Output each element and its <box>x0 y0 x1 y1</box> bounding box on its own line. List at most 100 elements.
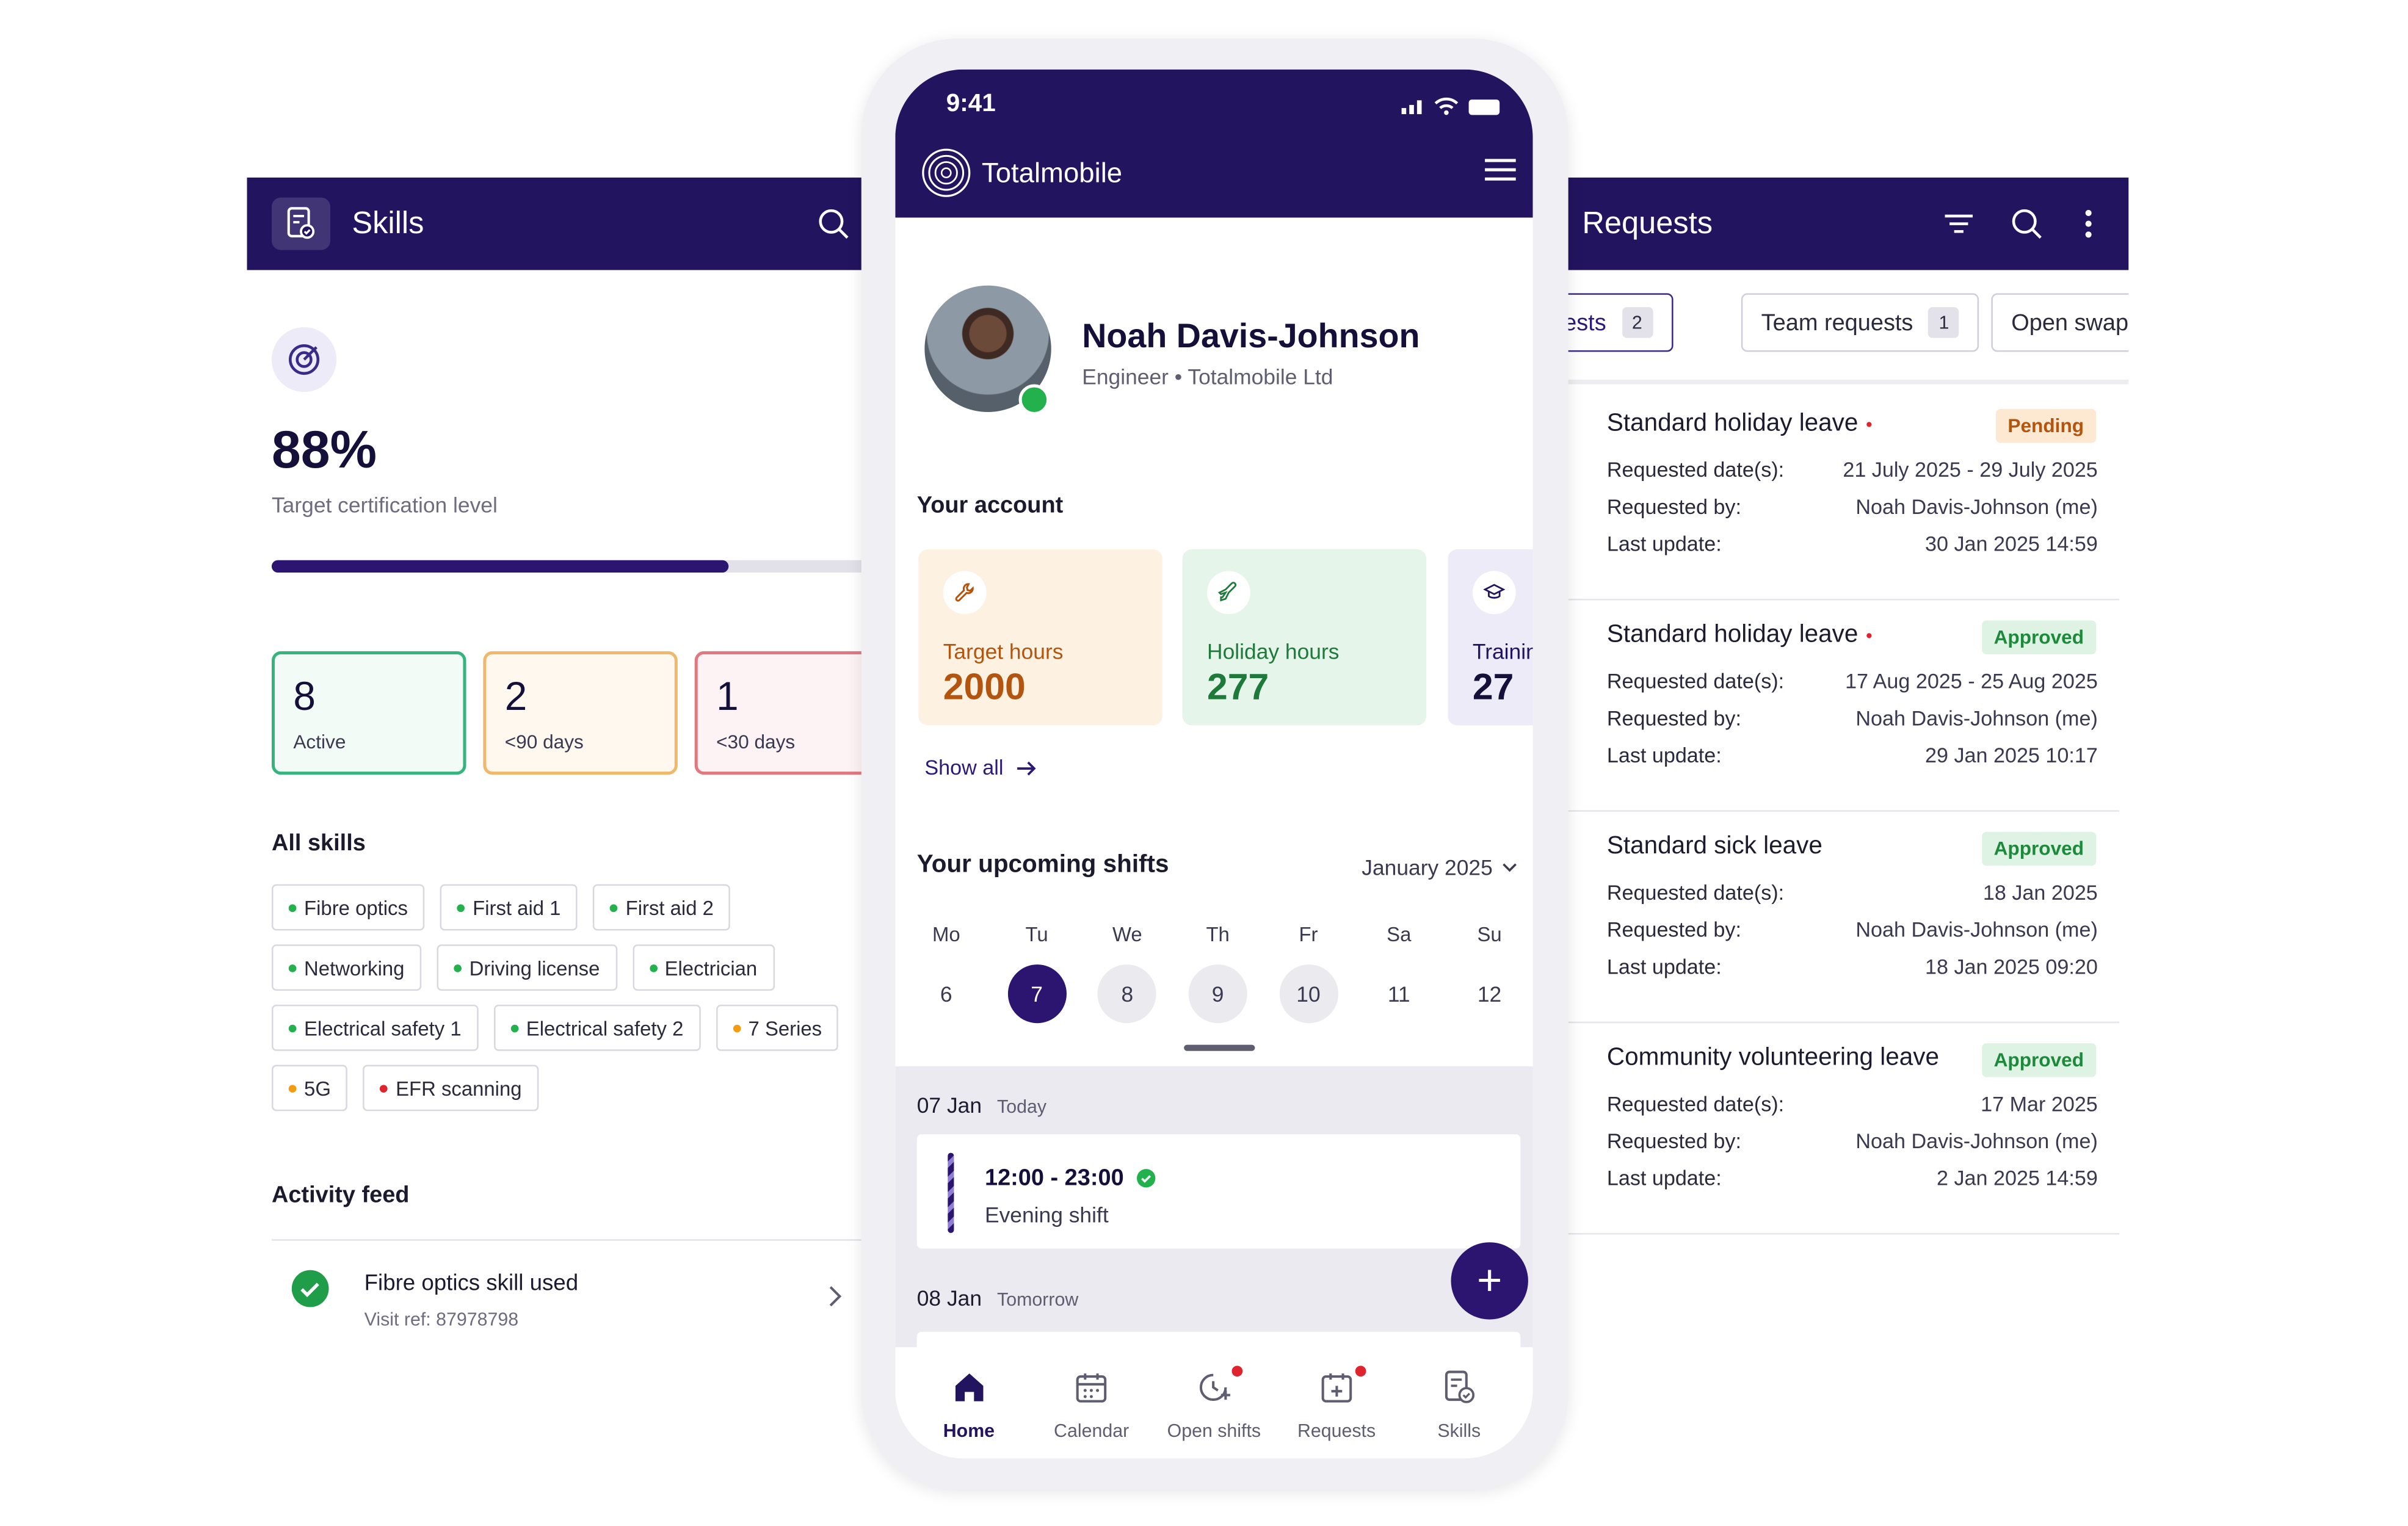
skill-chip-label: 5G <box>304 1076 331 1100</box>
tab-open-swaps[interactable]: Open swaps <box>1991 293 2129 352</box>
skill-chip-label: 7 Series <box>748 1016 822 1040</box>
skill-chip-label: Electrician <box>664 956 758 980</box>
show-all-label: Show all <box>924 756 1004 779</box>
shift-card[interactable]: 12:00 - 23:00 Evening shift <box>916 1134 1521 1249</box>
skill-chip[interactable]: Driving license <box>437 944 617 991</box>
skill-chip[interactable]: Electrician <box>632 944 775 991</box>
stat-card-active[interactable]: 8 Active <box>271 651 466 775</box>
day-cell[interactable]: 10 <box>1278 964 1338 1024</box>
menu-icon[interactable] <box>1484 156 1518 191</box>
day-cell[interactable]: 12 <box>1460 964 1519 1023</box>
skill-chip[interactable]: First aid 2 <box>593 884 731 931</box>
signal-icon <box>1401 100 1422 115</box>
more-vertical-icon[interactable] <box>2067 202 2110 245</box>
skills-title: Skills <box>352 206 424 240</box>
nav-item-home[interactable]: Home <box>910 1347 1028 1458</box>
nav-item-open-shifts[interactable]: Open shifts <box>1155 1347 1272 1458</box>
request-card[interactable]: Standard holiday leave • Pending Requested … <box>1512 389 2120 601</box>
nav-item-requests[interactable]: Requests <box>1278 1347 1395 1458</box>
field-label: Requested date(s): <box>1606 1092 1785 1116</box>
requests-title: Requests <box>1582 206 1713 240</box>
status-dot <box>610 903 618 911</box>
day-cell[interactable]: 7 <box>1007 964 1067 1024</box>
status-badge: Approved <box>1981 620 2097 654</box>
shift-day-header: 08 Jan Tomorrow <box>917 1286 1079 1310</box>
request-card[interactable]: Community volunteering leave Approved Requ… <box>1512 1023 2120 1235</box>
skill-chip[interactable]: Electrical safety 2 <box>493 1004 701 1051</box>
status-badge: Pending <box>1995 408 2097 443</box>
field-value: 29 Jan 2025 10:17 <box>1925 743 2098 767</box>
week-pager-handle[interactable] <box>1184 1044 1255 1051</box>
request-title-row: Standard holiday leave • <box>1607 411 1873 439</box>
stat-card-under-30-days[interactable]: 1 <30 days <box>694 651 890 775</box>
open-shifts-icon <box>1195 1369 1233 1411</box>
day-cell[interactable]: 8 <box>1098 964 1157 1024</box>
wifi-icon <box>1434 97 1459 115</box>
search-icon[interactable] <box>2005 202 2048 245</box>
nav-item-skills[interactable]: Skills <box>1401 1347 1518 1458</box>
request-field-dates: Requested date(s): 18 Jan 2025 <box>1607 881 2098 913</box>
feed-subtitle: Visit ref: 87978798 <box>364 1308 519 1331</box>
day-cell[interactable]: 11 <box>1369 964 1428 1023</box>
request-card[interactable]: Standard sick leave Approved Requested dat… <box>1512 812 2120 1024</box>
holiday-hours-card[interactable]: Holiday hours 277 <box>1182 549 1427 726</box>
month-selector[interactable]: January 2025 <box>1362 855 1517 880</box>
skill-chip[interactable]: EFR scanning <box>363 1065 539 1112</box>
tab-team-requests[interactable]: Team requests 1 <box>1741 293 1980 352</box>
request-field-by: Requested by: Noah Davis-Johnson (me) <box>1607 707 2098 738</box>
feed-title: Fibre optics skill used <box>364 1271 579 1296</box>
add-fab-button[interactable]: + <box>1451 1242 1528 1320</box>
request-card[interactable]: Standard holiday leave • Approved Requested… <box>1512 600 2120 812</box>
skill-chip[interactable]: 5G <box>271 1065 348 1112</box>
field-label: Requested by: <box>1606 918 1741 942</box>
status-badge: Approved <box>1981 831 2097 866</box>
skill-chip-label: First aid 1 <box>473 895 561 919</box>
tab-label: Team requests <box>1761 309 1913 336</box>
status-dot <box>510 1024 519 1032</box>
filter-icon[interactable] <box>1937 202 1981 245</box>
skills-app-bar: Skills <box>247 177 896 270</box>
stat-value: 1 <box>716 673 739 720</box>
skill-chip[interactable]: Electrical safety 1 <box>271 1004 479 1051</box>
request-title-row: Standard holiday leave • <box>1607 622 1873 650</box>
skill-chip[interactable]: First aid 1 <box>440 884 578 931</box>
certification-progress-bar <box>271 560 896 573</box>
weekday-label: Su <box>1477 922 1502 946</box>
day-number: 8 <box>1098 964 1157 1024</box>
your-account-heading: Your account <box>916 492 1064 519</box>
day-number: 6 <box>940 981 952 1007</box>
nav-label: Requests <box>1297 1419 1376 1442</box>
skill-chip[interactable]: Networking <box>271 944 422 991</box>
search-icon[interactable] <box>812 202 855 245</box>
online-status-dot <box>1018 384 1050 416</box>
field-value: Noah Davis-Johnson (me) <box>1855 495 2098 519</box>
stat-value: 8 <box>293 673 316 720</box>
field-value: 2 Jan 2025 14:59 <box>1937 1166 2098 1190</box>
requests-app-bar: Requests <box>1512 177 2129 270</box>
shift-time-row: 12:00 - 23:00 <box>985 1165 1156 1192</box>
status-dot <box>288 1024 297 1032</box>
target-hours-card[interactable]: Target hours 2000 <box>918 549 1162 726</box>
show-all-link[interactable]: Show all <box>924 756 1037 779</box>
shift-color-bar <box>948 1152 954 1234</box>
day-number: 9 <box>1188 964 1247 1024</box>
request-title: Standard holiday leave <box>1606 410 1859 437</box>
skill-chip-label: EFR scanning <box>396 1076 522 1100</box>
shift-date: 08 Jan <box>916 1285 982 1311</box>
battery-icon <box>1468 98 1500 115</box>
training-card[interactable]: Training 27 <box>1448 549 1533 726</box>
request-field-update: Last update: 18 Jan 2025 09:20 <box>1607 955 2098 986</box>
day-cell[interactable]: 9 <box>1188 964 1247 1024</box>
nav-item-calendar[interactable]: Calendar <box>1033 1347 1150 1458</box>
activity-feed-item[interactable]: Fibre optics skill used Visit ref: 87978… <box>272 1261 858 1332</box>
request-title: Community volunteering leave <box>1606 1044 1939 1071</box>
stat-label: <30 days <box>716 731 796 753</box>
day-cell[interactable]: 6 <box>917 964 976 1023</box>
check-circle-icon <box>1137 1169 1156 1188</box>
shift-day-header: 07 Jan Today <box>917 1093 1046 1117</box>
stat-card-under-90-days[interactable]: 2 <90 days <box>483 651 678 775</box>
all-skills-heading: All skills <box>271 830 366 857</box>
skill-chip[interactable]: 7 Series <box>716 1004 839 1051</box>
skill-chip[interactable]: Fibre optics <box>271 884 425 931</box>
home-icon <box>951 1369 988 1411</box>
